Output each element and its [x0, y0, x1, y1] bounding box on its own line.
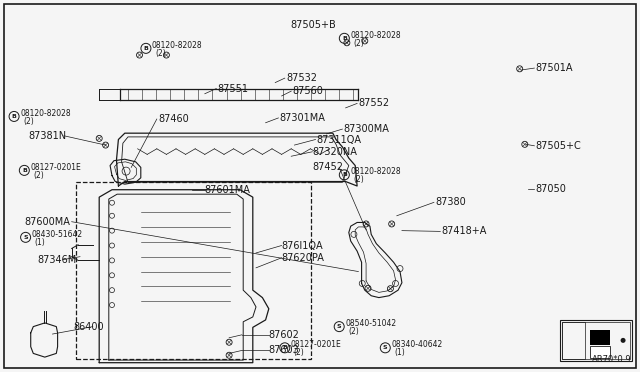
- Circle shape: [621, 338, 625, 343]
- Text: 876l1QA: 876l1QA: [282, 241, 323, 250]
- Text: 87418+A: 87418+A: [442, 227, 487, 236]
- Text: 87311QA: 87311QA: [317, 135, 362, 144]
- Text: 87505+B: 87505+B: [290, 20, 335, 30]
- Text: 87560: 87560: [292, 86, 323, 96]
- Text: 87501A: 87501A: [535, 63, 573, 73]
- Text: 87346M: 87346M: [37, 255, 76, 264]
- Text: 87301MA: 87301MA: [280, 113, 326, 123]
- Text: 87380: 87380: [435, 198, 466, 207]
- Text: B: B: [143, 46, 148, 51]
- Text: (2): (2): [294, 348, 305, 357]
- Text: 87381N: 87381N: [29, 131, 67, 141]
- FancyBboxPatch shape: [590, 330, 610, 345]
- FancyBboxPatch shape: [590, 346, 610, 357]
- Text: B: B: [282, 345, 287, 350]
- Text: (1): (1): [394, 348, 405, 357]
- Text: 87460: 87460: [159, 114, 189, 124]
- Text: B: B: [12, 114, 17, 119]
- Text: (2): (2): [353, 175, 364, 185]
- Text: 86400: 86400: [74, 322, 104, 331]
- Text: 87505+C: 87505+C: [535, 141, 580, 151]
- Text: (2): (2): [155, 49, 166, 58]
- Text: 08540-51042: 08540-51042: [345, 319, 396, 328]
- Text: (2): (2): [348, 327, 359, 336]
- Text: (1): (1): [35, 238, 45, 247]
- Text: AR70*0.9: AR70*0.9: [593, 355, 632, 364]
- Text: B: B: [342, 36, 347, 41]
- Text: 08120-82028: 08120-82028: [20, 109, 70, 118]
- Text: 08127-0201E: 08127-0201E: [30, 163, 81, 172]
- Text: 87600MA: 87600MA: [24, 217, 70, 227]
- Text: 87320NA: 87320NA: [312, 147, 357, 157]
- Text: B: B: [342, 172, 347, 177]
- Text: 87300MA: 87300MA: [344, 124, 390, 134]
- Text: S: S: [383, 345, 388, 350]
- Text: 87603: 87603: [269, 346, 300, 355]
- Text: (2): (2): [23, 117, 34, 126]
- Text: 08430-51642: 08430-51642: [31, 230, 83, 239]
- Text: 08120-82028: 08120-82028: [350, 167, 401, 176]
- Text: (2): (2): [33, 171, 44, 180]
- Text: 87532: 87532: [286, 73, 317, 83]
- Text: 87552: 87552: [358, 99, 390, 108]
- Text: S: S: [23, 235, 28, 240]
- Text: 87620PA: 87620PA: [282, 253, 324, 263]
- Text: 87050: 87050: [535, 184, 566, 194]
- Text: (2): (2): [353, 39, 364, 48]
- Text: 87551: 87551: [218, 84, 248, 93]
- Text: 87601MA: 87601MA: [205, 186, 251, 195]
- Text: S: S: [337, 324, 342, 329]
- Text: 08340-40642: 08340-40642: [391, 340, 442, 349]
- Text: 08127-0201E: 08127-0201E: [291, 340, 342, 349]
- Text: 87452: 87452: [312, 163, 343, 172]
- Text: 08120-82028: 08120-82028: [152, 41, 202, 50]
- Text: 08120-82028: 08120-82028: [350, 31, 401, 40]
- Text: B: B: [22, 168, 27, 173]
- Text: 87602: 87602: [269, 330, 300, 340]
